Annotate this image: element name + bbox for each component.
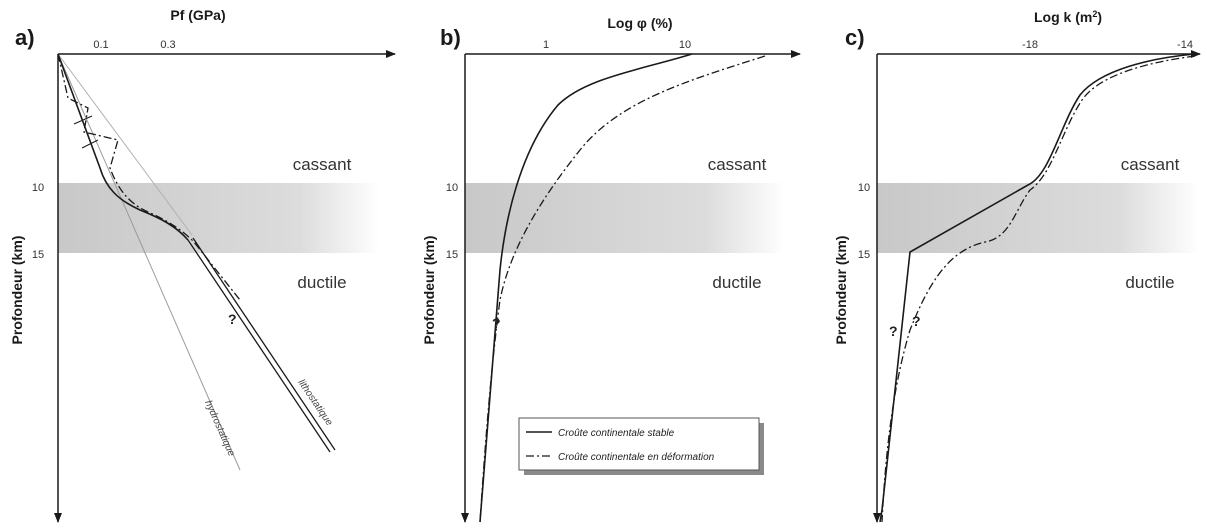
lithostatic-line-2	[192, 237, 336, 451]
series-stable	[57, 53, 189, 241]
lithostatic-line	[187, 239, 331, 453]
zone-label-cassant: cassant	[708, 155, 767, 174]
transition-band	[58, 183, 380, 253]
lithostatic-reference-line	[57, 53, 193, 236]
series-deformation	[881, 55, 1196, 523]
y-axis-title: Profondeur (km)	[9, 236, 25, 345]
panel-c: c) Log k (m2) -18 -14 10 15 Profondeur (…	[833, 9, 1201, 523]
y-axis-title: Profondeur (km)	[833, 236, 849, 345]
transition-band	[877, 183, 1199, 253]
legend-box	[518, 417, 760, 471]
curve-label-hydrostatique: hydrostatique	[202, 399, 237, 459]
panel-b: b) Log φ (%) 1 10 10 15 Profondeur (km) …	[421, 15, 801, 523]
panel-a: a) Pf (GPa) 0.1 0.3 10 15 Profondeur (km…	[9, 7, 396, 523]
y-tick-label: 15	[858, 249, 870, 261]
x-axis-title: Log k (m2)	[1034, 9, 1102, 25]
tick-crosses	[73, 115, 99, 149]
series-stable	[879, 53, 1196, 523]
y-tick-label: 10	[32, 182, 44, 194]
hydrostatic-line	[57, 53, 241, 471]
y-tick-label: 10	[858, 182, 870, 194]
panel-letter: b)	[440, 25, 461, 50]
transition-band	[465, 183, 785, 253]
legend: Croûte continentale stable Croûte contin…	[518, 417, 764, 475]
x-axis-title: Log φ (%)	[607, 15, 672, 31]
zone-label-cassant: cassant	[1121, 155, 1180, 174]
zone-label-cassant: cassant	[293, 155, 352, 174]
y-tick-label: 15	[32, 249, 44, 261]
panel-letter: c)	[845, 25, 865, 50]
question-mark: ?	[228, 311, 237, 327]
x-tick-label: 10	[679, 39, 691, 51]
series-stable	[479, 53, 693, 523]
x-tick-label: 0.1	[93, 39, 108, 51]
x-tick-label: -14	[1177, 39, 1193, 51]
zone-label-ductile: ductile	[712, 273, 761, 292]
x-tick-label: 1	[543, 39, 549, 51]
question-mark: ?	[912, 313, 921, 329]
legend-label-deformation: Croûte continentale en déformation	[558, 452, 715, 463]
series-deformation	[479, 55, 766, 523]
zone-label-ductile: ductile	[297, 273, 346, 292]
y-axis-title: Profondeur (km)	[421, 236, 437, 345]
zone-label-ductile: ductile	[1125, 273, 1174, 292]
series-deformation	[57, 53, 241, 301]
x-axis-title: Pf (GPa)	[170, 7, 225, 23]
y-tick-label: 15	[446, 249, 458, 261]
panel-letter: a)	[15, 25, 35, 50]
legend-label-stable: Croûte continentale stable	[558, 428, 675, 439]
question-mark: ?	[889, 323, 898, 339]
x-tick-label: -18	[1022, 39, 1038, 51]
y-tick-label: 10	[446, 182, 458, 194]
question-mark: ?	[492, 315, 501, 331]
x-tick-label: 0.3	[160, 39, 175, 51]
